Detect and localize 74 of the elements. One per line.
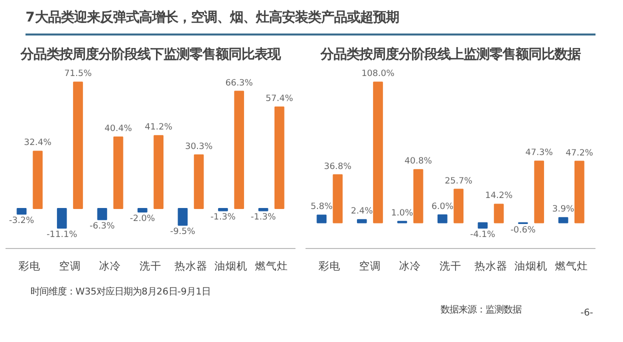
data-label: 25.7% (444, 176, 472, 186)
data-label: 36.8% (324, 162, 352, 172)
data-label: 71.5% (64, 69, 92, 80)
data-label: 3.9% (552, 204, 574, 215)
x-tick-label: 冰冷 (99, 260, 122, 272)
x-tick-label: 热水器 (474, 260, 508, 272)
x-tick-label: 洗干 (440, 260, 462, 272)
bar (478, 222, 488, 229)
bar (234, 90, 244, 209)
chart-title: 分品类按周度分阶段线上监测零售额同比数据 (320, 46, 580, 62)
data-label: -4.1% (470, 230, 496, 240)
x-tick-label: 彩电 (318, 260, 341, 272)
data-label: -3.2% (9, 216, 34, 226)
bar (454, 188, 464, 224)
x-tick-label: 冰冷 (399, 260, 422, 272)
bar (356, 219, 367, 224)
data-label: 32.4% (24, 138, 52, 148)
bar (154, 135, 164, 209)
data-label: 57.4% (266, 94, 294, 104)
data-label: 2.4% (350, 206, 373, 217)
bar (56, 208, 67, 229)
data-label: 40.4% (104, 124, 132, 134)
bar (332, 174, 343, 224)
data-label: -0.6% (510, 226, 536, 236)
bar (258, 208, 268, 212)
x-tick-label: 热水器 (174, 260, 208, 272)
data-label: 66.3% (225, 78, 253, 88)
data-label: -9.5% (170, 227, 196, 238)
data-label: -11.1% (46, 230, 78, 240)
x-tick-label: 洗干 (140, 260, 162, 272)
bar (438, 214, 448, 224)
bar (218, 208, 228, 212)
bar (16, 208, 27, 215)
x-tick-label: 空调 (58, 260, 81, 272)
data-label: 47.3% (525, 148, 553, 158)
bar (138, 208, 148, 212)
data-label: -6.3% (90, 222, 115, 232)
text: 7大品类迎来反弹式高增长，空调、烟、灶高安装类产品或超预期 (26, 10, 399, 26)
x-tick-label: 燃气灶 (554, 260, 588, 272)
data-label: 6.0% (431, 202, 454, 212)
bar (32, 150, 43, 209)
x-tick-label: 彩电 (18, 260, 41, 272)
bar (178, 208, 188, 226)
x-tick-label: 油烟机 (514, 260, 548, 272)
bar (494, 204, 504, 224)
bar (373, 82, 383, 224)
bar (73, 82, 83, 209)
text: 时间维度：W35对应日期为8月26日-9月1日 (30, 286, 211, 298)
bar (534, 160, 544, 224)
data-label: 41.2% (144, 122, 172, 133)
x-tick-label: 空调 (358, 260, 381, 272)
data-label: -1.3% (210, 212, 236, 223)
data-label: 14.2% (485, 191, 513, 202)
bar (274, 106, 284, 209)
source-note: 数据来源：监测数据 (440, 304, 522, 316)
x-tick-label: 燃气灶 (254, 260, 288, 272)
text: -6- (580, 308, 594, 318)
data-label: 1.0% (391, 208, 414, 218)
data-label: -1.3% (250, 212, 276, 223)
bar (194, 154, 204, 209)
data-label: 30.3% (185, 142, 213, 152)
chart-title: 分品类按周度分阶段线下监测零售额同比表现 (20, 46, 282, 62)
bar (558, 217, 568, 224)
data-label: 5.8% (310, 202, 333, 212)
bar (413, 169, 424, 224)
bar (316, 214, 327, 224)
bar (97, 208, 108, 220)
bar (113, 136, 124, 209)
data-label: 40.8% (404, 156, 432, 167)
data-label: 47.2% (566, 148, 594, 158)
bar (574, 160, 584, 224)
data-label: -2.0% (130, 214, 156, 224)
data-label: 108.0% (361, 69, 395, 80)
x-tick-label: 油烟机 (214, 260, 248, 272)
